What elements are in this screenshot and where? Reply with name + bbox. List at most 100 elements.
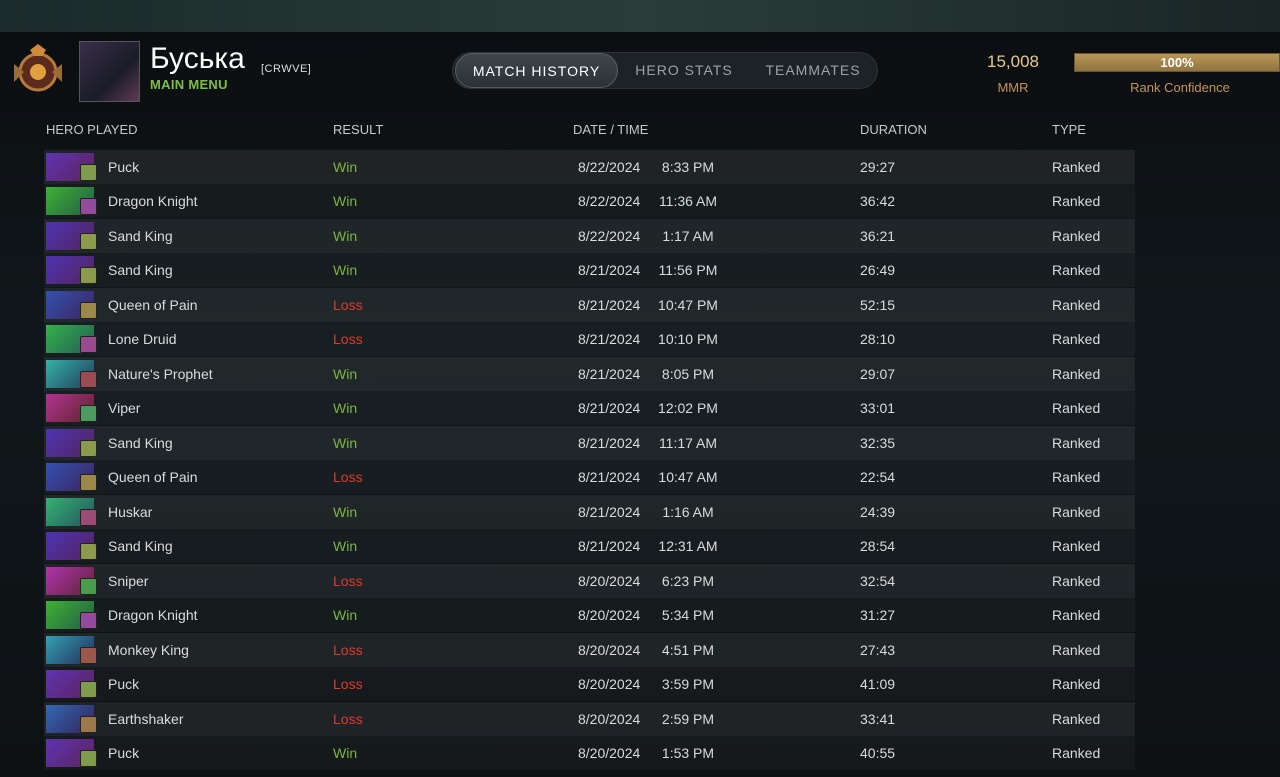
time: 4:51 PM bbox=[661, 641, 715, 658]
tab[interactable]: MATCH HISTORY bbox=[455, 53, 618, 88]
match-row[interactable]: Puck Win 8/22/2024 8:33 PM 29:27 Ranked bbox=[44, 150, 1135, 184]
role-badge bbox=[80, 681, 97, 699]
result: Loss bbox=[333, 572, 363, 589]
match-row[interactable]: Dragon Knight Win 8/20/2024 5:34 PM 31:27 Ran… bbox=[44, 598, 1135, 632]
result: Loss bbox=[333, 676, 363, 693]
match-type: Ranked bbox=[1052, 503, 1101, 520]
time: 10:10 PM bbox=[658, 331, 718, 348]
match-type: Ranked bbox=[1052, 296, 1101, 313]
hero-name: Lone Druid bbox=[108, 331, 177, 348]
duration: 32:35 bbox=[860, 434, 896, 451]
match-row[interactable]: Lone Druid Loss 8/21/2024 10:10 PM 28:10 Rank… bbox=[44, 322, 1135, 356]
match-row[interactable]: Sand King Win 8/21/2024 12:31 AM 28:54 Ranked bbox=[44, 529, 1135, 563]
match-type: Ranked bbox=[1052, 538, 1101, 555]
match-row[interactable]: Nature's Prophet Win 8/21/2024 8:05 PM 29:07… bbox=[44, 356, 1135, 391]
confidence-bar bbox=[1074, 53, 1280, 72]
hero-name: Puck bbox=[108, 744, 140, 761]
avatar[interactable] bbox=[79, 41, 140, 102]
duration: 33:01 bbox=[860, 400, 896, 417]
role-badge bbox=[80, 508, 97, 526]
match-row[interactable]: Sand King Win 8/21/2024 11:56 PM 26:49 Ranked bbox=[44, 253, 1135, 287]
result: Win bbox=[333, 193, 358, 210]
date: 8/22/2024 bbox=[578, 159, 641, 175]
duration: 27:43 bbox=[860, 641, 896, 658]
role-badge bbox=[80, 439, 97, 457]
match-type: Ranked bbox=[1052, 400, 1101, 417]
mmr-label: MMR bbox=[997, 80, 1029, 95]
hero-name: Puck bbox=[108, 159, 140, 175]
match-type: Ranked bbox=[1052, 331, 1101, 348]
result: Win bbox=[333, 434, 358, 451]
match-row[interactable]: Earthshaker Loss 8/20/2024 2:59 PM 33:41 Rank… bbox=[44, 701, 1135, 736]
result: Win bbox=[333, 503, 358, 520]
match-type: Ranked bbox=[1052, 159, 1101, 175]
date: 8/21/2024 bbox=[578, 400, 641, 417]
match-row[interactable]: Queen of Pain Loss 8/21/2024 10:47 PM 52:15 R… bbox=[44, 287, 1135, 322]
role-badge bbox=[80, 232, 97, 250]
match-row[interactable]: Monkey King Loss 8/20/2024 4:51 PM 27:43 Rank… bbox=[44, 632, 1135, 667]
hero-name: Queen of Pain bbox=[108, 469, 198, 486]
match-row[interactable]: Huskar Win 8/21/2024 1:16 AM 24:39 Ranked bbox=[44, 494, 1135, 529]
match-row[interactable]: Viper Win 8/21/2024 12:02 PM 33:01 Ranked bbox=[44, 391, 1135, 425]
match-row[interactable]: Puck Loss 8/20/2024 3:59 PM 41:09 Ranked bbox=[44, 667, 1135, 701]
date: 8/21/2024 bbox=[578, 296, 641, 313]
date: 8/21/2024 bbox=[578, 538, 641, 555]
tab[interactable]: TEAMMATES bbox=[765, 62, 861, 78]
hero-name: Earthshaker bbox=[108, 710, 184, 727]
hero-name: Sand King bbox=[108, 262, 173, 279]
mmr-value: 15,008 bbox=[987, 52, 1039, 71]
duration: 36:21 bbox=[860, 227, 896, 244]
match-type: Ranked bbox=[1052, 710, 1101, 727]
role-badge bbox=[80, 336, 97, 354]
time: 10:47 AM bbox=[658, 469, 718, 486]
match-type: Ranked bbox=[1052, 262, 1101, 279]
column-header: TYPE bbox=[1052, 122, 1086, 137]
result: Win bbox=[333, 365, 358, 382]
time: 8:33 PM bbox=[661, 159, 715, 175]
role-badge bbox=[80, 715, 97, 733]
result: Win bbox=[333, 538, 358, 555]
hero-name: Dragon Knight bbox=[108, 607, 198, 624]
date: 8/21/2024 bbox=[578, 503, 641, 520]
match-row[interactable]: Sand King Win 8/22/2024 1:17 AM 36:21 Ranked bbox=[44, 218, 1135, 253]
result: Loss bbox=[333, 469, 363, 486]
match-row[interactable]: Sniper Loss 8/20/2024 6:23 PM 32:54 Ranked bbox=[44, 563, 1135, 598]
role-badge bbox=[80, 267, 97, 285]
role-badge bbox=[80, 646, 97, 664]
date: 8/21/2024 bbox=[578, 331, 641, 348]
date: 8/21/2024 bbox=[578, 262, 641, 279]
result: Win bbox=[333, 607, 358, 624]
match-row[interactable]: Puck Win 8/20/2024 1:53 PM 40:55 Ranked bbox=[44, 736, 1135, 770]
hero-name: Sand King bbox=[108, 434, 173, 451]
role-badge bbox=[80, 370, 97, 388]
column-header: RESULT bbox=[333, 122, 384, 137]
date: 8/22/2024 bbox=[578, 193, 641, 210]
date: 8/21/2024 bbox=[578, 434, 641, 451]
hero-name: Sand King bbox=[108, 227, 173, 244]
match-row[interactable]: Dragon Knight Win 8/22/2024 11:36 AM 36:42 Ra… bbox=[44, 184, 1135, 218]
main-menu-link[interactable]: MAIN MENU bbox=[150, 77, 228, 92]
time: 11:56 PM bbox=[658, 262, 718, 279]
duration: 29:27 bbox=[860, 159, 896, 175]
date: 8/20/2024 bbox=[578, 607, 641, 624]
result: Win bbox=[333, 744, 358, 761]
duration: 26:49 bbox=[860, 262, 896, 279]
hero-name: Queen of Pain bbox=[108, 296, 198, 313]
result: Win bbox=[333, 262, 358, 279]
match-row[interactable]: Sand King Win 8/21/2024 11:17 AM 32:35 Ranked bbox=[44, 425, 1135, 460]
tab[interactable]: HERO STATS bbox=[635, 62, 733, 78]
panel bbox=[0, 32, 1280, 777]
match-type: Ranked bbox=[1052, 365, 1101, 382]
date: 8/22/2024 bbox=[578, 227, 641, 244]
time: 5:34 PM bbox=[661, 607, 715, 624]
date: 8/20/2024 bbox=[578, 641, 641, 658]
hero-name: Monkey King bbox=[108, 641, 189, 658]
match-row[interactable]: Queen of Pain Loss 8/21/2024 10:47 AM 22:54 R… bbox=[44, 460, 1135, 494]
match-type: Ranked bbox=[1052, 607, 1101, 624]
result: Win bbox=[333, 159, 358, 175]
result: Win bbox=[333, 400, 358, 417]
time: 2:59 PM bbox=[661, 710, 715, 727]
column-header: DURATION bbox=[860, 122, 927, 137]
hero-name: Sniper bbox=[108, 572, 149, 589]
